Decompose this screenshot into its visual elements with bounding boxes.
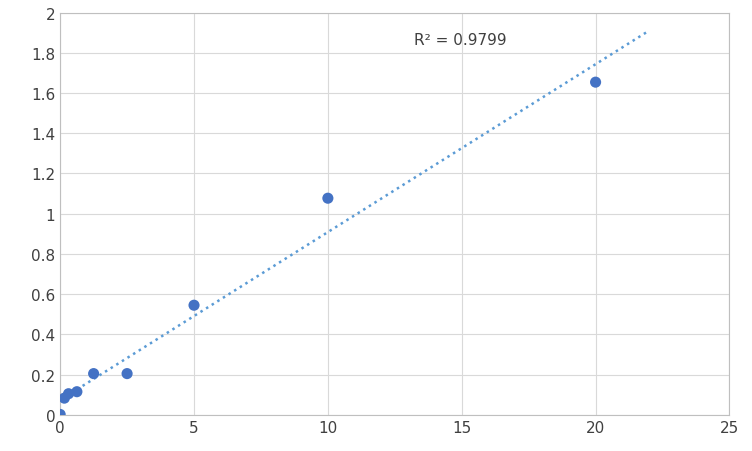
Point (59, 395, 71, 402)
Point (54, 411, 66, 418)
Point (71, 388, 83, 396)
Point (188, 302, 200, 309)
Point (590, 79, 602, 87)
Point (121, 370, 133, 377)
Text: R² = 0.9799: R² = 0.9799 (414, 32, 506, 48)
Point (322, 195, 334, 202)
Point (62, 390, 74, 397)
Point (87, 370, 99, 377)
